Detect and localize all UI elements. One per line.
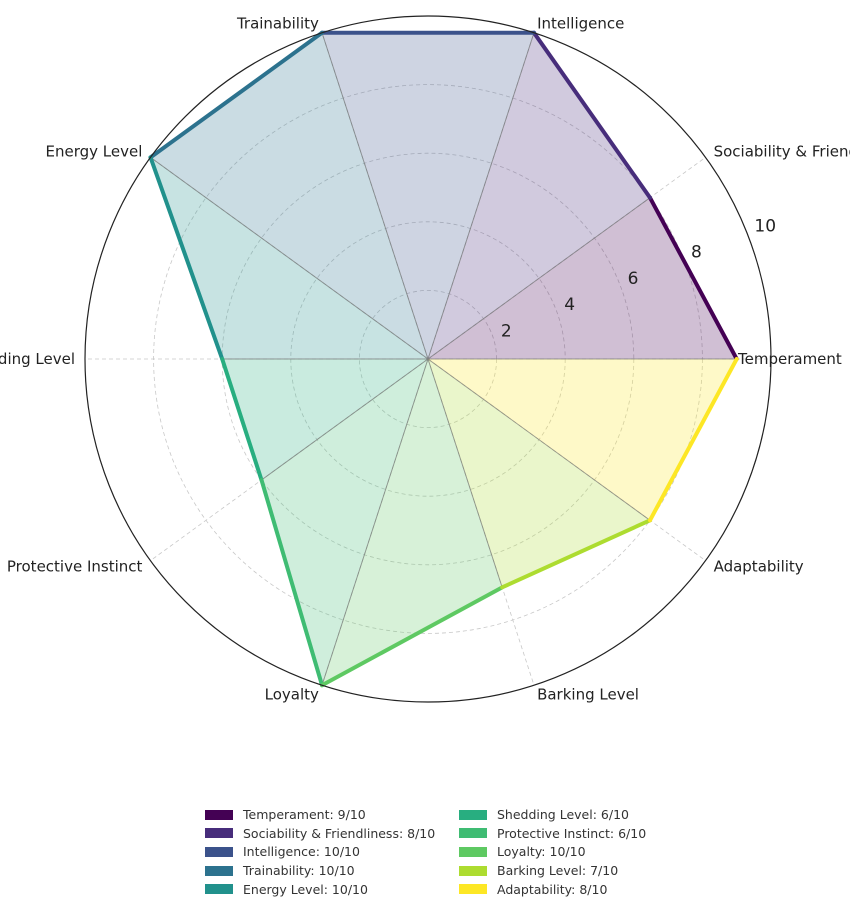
radial-tick-labels: 2 4 6 8 10 <box>501 216 776 341</box>
legend-label: Sociability & Friendliness: 8/10 <box>243 825 436 841</box>
edge-trainability <box>148 30 325 160</box>
radar-sectors <box>149 31 738 687</box>
legend-item-adaptability: Adaptability: 8/10 <box>459 880 659 898</box>
legend-swatch <box>205 828 233 839</box>
legend-item-trainability: Trainability: 10/10 <box>205 862 459 880</box>
legend-label: Shedding Level: 6/10 <box>497 807 629 823</box>
category-label-shedding-level: Shedding Level <box>0 350 75 368</box>
edge-energy-level <box>148 155 225 361</box>
legend-label: Energy Level: 10/10 <box>243 881 368 897</box>
legend-swatch <box>459 809 487 820</box>
legend-label: Adaptability: 8/10 <box>497 881 608 897</box>
edge-loyalty <box>320 585 505 688</box>
edge-barking-level <box>500 518 652 590</box>
legend-item-protective-instinct: Protective Instinct: 6/10 <box>459 825 659 843</box>
radar-outer-edges <box>148 30 739 688</box>
legend-label: Trainability: 10/10 <box>243 863 355 879</box>
category-label-temperament: Temperament <box>737 350 842 368</box>
legend-swatch <box>205 884 233 895</box>
category-label-energy-level: Energy Level <box>46 143 143 161</box>
radial-tick-4: 4 <box>564 295 575 315</box>
edge-protective-instinct <box>259 477 325 688</box>
legend-item-loyalty: Loyalty: 10/10 <box>459 843 659 861</box>
category-label-trainability: Trainability <box>236 14 319 32</box>
legend-swatch <box>205 846 233 857</box>
edge-adaptability <box>647 357 739 523</box>
legend-item-intelligence: Intelligence: 10/10 <box>205 843 459 861</box>
legend-item-shedding-level: Shedding Level: 6/10 <box>459 806 659 824</box>
legend-swatch <box>459 884 487 895</box>
legend-item-sociability-and-friendliness: Sociability & Friendliness: 8/10 <box>205 825 459 843</box>
legend-label: Intelligence: 10/10 <box>243 844 360 860</box>
legend-item-temperament: Temperament: 9/10 <box>205 806 459 824</box>
radar-frame-circle <box>84 15 772 703</box>
category-label-protective-instinct: Protective Instinct <box>7 557 143 575</box>
edge-sociability-and-friendliness <box>531 30 652 200</box>
legend-label: Protective Instinct: 6/10 <box>497 825 647 841</box>
legend-swatch <box>459 865 487 876</box>
edge-shedding-level <box>220 357 264 482</box>
legend-label: Barking Level: 7/10 <box>497 863 619 879</box>
category-label-sociability-and-friendliness: Sociability & Friendliness <box>714 143 850 161</box>
legend: Temperament: 9/10 Shedding Level: 6/10 Soc… <box>205 806 675 898</box>
legend-swatch <box>205 865 233 876</box>
legend-swatch <box>459 846 487 857</box>
category-label-adaptability: Adaptability <box>714 557 804 575</box>
legend-label: Loyalty: 10/10 <box>497 844 586 860</box>
radial-tick-2: 2 <box>501 321 512 341</box>
category-label-loyalty: Loyalty <box>265 686 319 704</box>
radial-tick-6: 6 <box>628 269 639 289</box>
legend-swatch <box>459 828 487 839</box>
legend-item-barking-level: Barking Level: 7/10 <box>459 862 659 880</box>
edge-temperament <box>647 195 739 361</box>
radial-tick-10: 10 <box>754 216 776 236</box>
category-labels: Temperament Sociability & Friendliness Int… <box>0 14 850 703</box>
radial-tick-8: 8 <box>691 243 702 263</box>
category-label-intelligence: Intelligence <box>537 14 624 32</box>
legend-item-energy-level: Energy Level: 10/10 <box>205 880 459 898</box>
legend-label: Temperament: 9/10 <box>243 807 366 823</box>
legend-swatch <box>205 809 233 820</box>
category-label-barking-level: Barking Level <box>537 686 639 704</box>
